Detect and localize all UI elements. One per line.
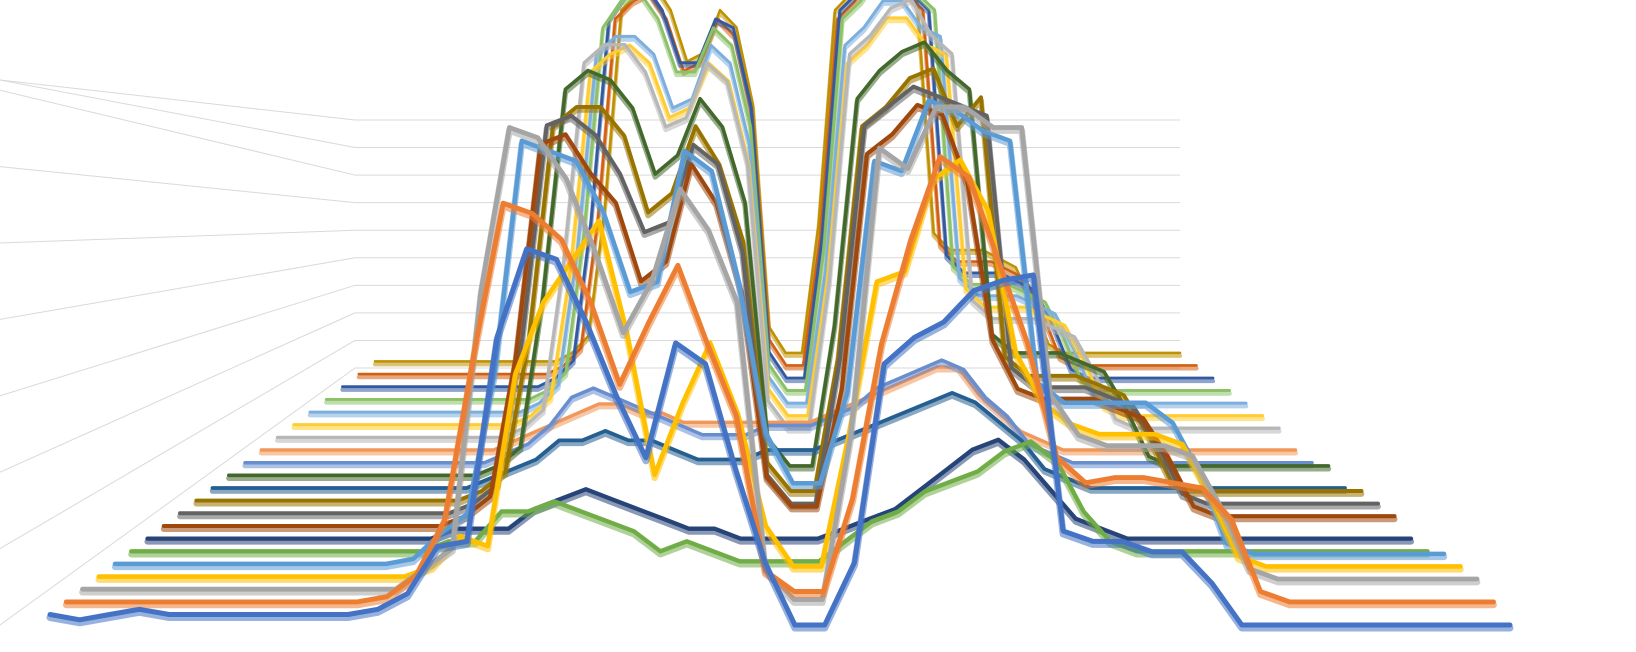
gridline-side — [0, 89, 356, 176]
series-line-13 — [243, 358, 1314, 465]
series-line-depth-13 — [242, 360, 1315, 469]
gridline-side — [0, 229, 356, 244]
gridline-side — [0, 340, 356, 550]
series-line-20 — [357, 0, 1198, 376]
gridline-side — [0, 312, 356, 473]
series-line-6 — [129, 439, 1430, 564]
series-line-18 — [324, 0, 1231, 401]
series-line-4 — [96, 157, 1463, 579]
gridline-side — [0, 79, 356, 149]
gridline-side — [0, 79, 356, 121]
series-layer — [46, 0, 1514, 632]
series-line-21 — [373, 0, 1182, 363]
series-line-2 — [63, 154, 1496, 605]
series-line-depth-6 — [128, 441, 1431, 568]
series-line-depth-21 — [373, 0, 1182, 367]
series-line-depth-19 — [340, 0, 1216, 392]
series-line-7 — [145, 437, 1414, 541]
series-line-8 — [161, 102, 1397, 529]
series-line-1 — [47, 246, 1513, 628]
series-line-12 — [227, 40, 1331, 478]
series-line-19 — [341, 0, 1215, 389]
series-line-11 — [210, 391, 1347, 490]
series-line-depth-20 — [356, 0, 1199, 380]
gridline-side — [0, 166, 356, 204]
series-line-17 — [308, 0, 1248, 414]
gridline-side — [0, 367, 356, 626]
gridline-side — [0, 284, 356, 397]
gridline-side — [0, 257, 356, 320]
